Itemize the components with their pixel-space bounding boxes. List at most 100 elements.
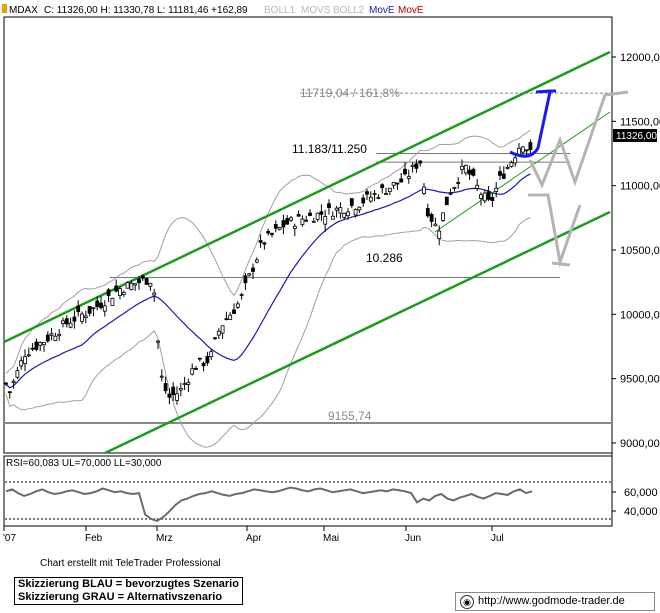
candle-body xyxy=(49,333,54,336)
candle-body xyxy=(380,184,385,189)
candle-body xyxy=(216,330,221,336)
legend-box: Skizzierung BLAU = bevorzugtes Szenario … xyxy=(14,577,243,605)
candle-body xyxy=(110,297,115,306)
candle-body xyxy=(175,393,179,401)
candle-body xyxy=(228,314,233,320)
globe-icon: ◉ xyxy=(460,595,474,609)
candle-body xyxy=(213,337,217,340)
bollinger-upper xyxy=(5,129,531,374)
website-link[interactable]: ◉ http://www.godmode-trader.de xyxy=(455,592,655,611)
candle-body xyxy=(289,217,293,221)
candle-body xyxy=(239,294,244,296)
candle-body xyxy=(243,275,248,284)
candle-body xyxy=(266,230,271,234)
scenario-sketches xyxy=(509,89,629,268)
y-tick-label: 12000,00 xyxy=(620,52,660,64)
candle-body xyxy=(182,383,187,386)
candle-body xyxy=(30,347,35,350)
candle-body xyxy=(235,303,240,308)
candle-body xyxy=(482,192,487,202)
candle-body xyxy=(106,289,111,296)
candle-body xyxy=(315,212,320,220)
candle-body xyxy=(323,216,328,225)
candle-body xyxy=(425,208,430,217)
candle-body xyxy=(57,333,62,337)
candle-body xyxy=(254,259,259,263)
candle-body xyxy=(45,334,50,342)
y-tick-label: 10500,00 xyxy=(620,245,660,257)
candle-body xyxy=(102,305,107,312)
candle-body xyxy=(520,146,525,153)
last-price-text: 11326,00 xyxy=(616,131,657,142)
candle-body xyxy=(437,230,442,240)
website-url[interactable]: http://www.godmode-trader.de xyxy=(478,595,625,607)
candle-body xyxy=(137,278,141,284)
candle-body xyxy=(121,291,126,295)
candle-body xyxy=(334,207,339,211)
candle-body xyxy=(152,292,157,296)
candle-body xyxy=(418,160,423,164)
candle-body xyxy=(456,182,461,184)
legend-gray: Skizzierung GRAU = Alternativszenario xyxy=(18,591,223,603)
y-tick-label: 11500,00 xyxy=(620,116,660,128)
trend-channel xyxy=(3,50,611,455)
candle-body xyxy=(384,193,388,196)
candle-body xyxy=(144,278,149,285)
candle-body xyxy=(505,166,510,169)
candle-body xyxy=(448,192,453,195)
header-symbol: MDAX xyxy=(9,5,38,16)
candle-body xyxy=(209,351,214,358)
candle-body xyxy=(194,368,198,370)
candle-body xyxy=(34,341,39,350)
candle-body xyxy=(19,360,24,367)
candle-body xyxy=(224,318,229,321)
candle-body xyxy=(167,393,172,398)
candle-body xyxy=(452,187,457,189)
candle-body xyxy=(163,383,168,392)
candle-body xyxy=(327,203,331,209)
candle-body xyxy=(479,194,483,199)
candle-body xyxy=(11,380,16,384)
header-quote: C: 11326,00 H: 11330,78 L: 11181,46 +162… xyxy=(44,5,248,16)
candle-body xyxy=(467,169,472,175)
candle-body xyxy=(460,165,464,170)
low-label: 9155,74 xyxy=(328,409,372,423)
candle-body xyxy=(190,368,195,375)
candle-body xyxy=(251,267,255,272)
candle-body xyxy=(319,211,324,215)
chart-credit: Chart erstellt mit TeleTrader Profession… xyxy=(40,558,221,569)
candle-body xyxy=(201,362,206,367)
candle-body xyxy=(197,357,202,360)
candle-body xyxy=(125,282,130,289)
candle-body xyxy=(490,197,495,201)
candle-body xyxy=(376,197,381,199)
candle-body xyxy=(391,182,396,186)
channel-lower-line xyxy=(104,210,611,455)
candle-body xyxy=(156,340,160,343)
quote-header: MDAX C: 11326,00 H: 11330,78 L: 11181,46… xyxy=(2,4,424,16)
candle-body xyxy=(53,335,58,341)
x-tick-label: Feb xyxy=(85,533,103,544)
candle-body xyxy=(349,198,354,206)
candle-body xyxy=(524,149,529,152)
candle-body xyxy=(129,282,134,291)
candle-body xyxy=(346,211,350,217)
candle-body xyxy=(91,307,96,310)
header-boll1: BOLL1 xyxy=(264,5,296,16)
y-axis-ticks: 12000,00 11500,00 11000,00 10500,00 10000,00… xyxy=(612,52,660,450)
candle-body xyxy=(528,142,533,150)
candle-body xyxy=(486,191,491,200)
support-label: 10.286 xyxy=(366,251,403,265)
y-tick-label: 9500,00 xyxy=(620,374,660,386)
candle-body xyxy=(372,193,377,196)
candle-body xyxy=(99,302,103,309)
candle-body xyxy=(133,283,138,286)
candle-body xyxy=(357,206,362,211)
x-tick-label: Apr xyxy=(246,533,262,544)
candle-body xyxy=(517,147,521,155)
candle-body xyxy=(304,219,309,222)
candle-body xyxy=(330,215,335,220)
candle-body xyxy=(64,318,69,325)
candle-body xyxy=(501,173,506,179)
candle-body xyxy=(76,305,81,313)
